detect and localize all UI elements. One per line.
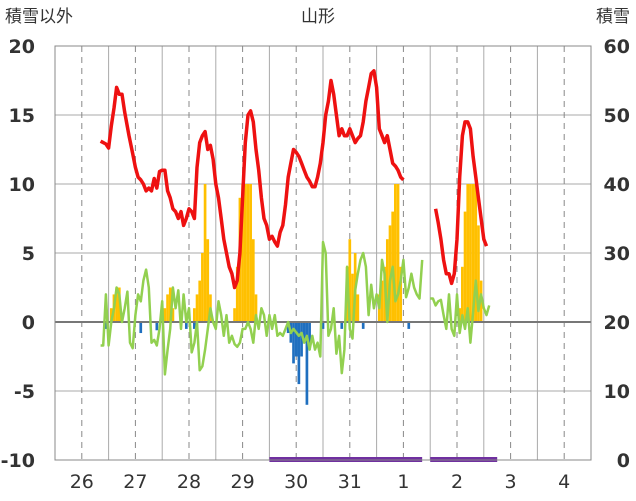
- left-tick-label: 0: [22, 312, 35, 334]
- snow-depth-bar: [171, 308, 175, 322]
- sunshine-lines: [100, 240, 491, 376]
- right-tick-label: 0: [617, 450, 630, 472]
- left-tick-labels: 20 15 10 5 0 -5 -10: [1, 36, 35, 472]
- x-tick-label: 30: [284, 471, 308, 493]
- snow-depth-bar: [471, 184, 475, 322]
- snow-depth-bar: [348, 239, 352, 322]
- precipitation-bar: [321, 322, 325, 329]
- x-tick-label: 28: [177, 471, 201, 493]
- snow-depth-bar: [469, 184, 472, 322]
- snow-depth-bar: [168, 287, 172, 322]
- x-tick-label: 29: [231, 471, 255, 493]
- temperature-line: [433, 120, 489, 286]
- snow-depth-bar: [461, 266, 464, 322]
- precipitation-bar: [407, 322, 411, 329]
- x-tick-labels: 26 27 28 29 30 31 1 2 3 4: [70, 471, 571, 493]
- snow-depth-bar: [380, 280, 384, 322]
- x-tick-label: 2: [451, 471, 463, 493]
- snow-depth-bar: [198, 280, 202, 322]
- right-tick-label: 30: [604, 243, 630, 265]
- x-tick-label: 3: [505, 471, 517, 493]
- snow-depth-bar: [251, 239, 255, 322]
- temperature-line: [99, 69, 405, 290]
- snow-depth-bar: [203, 184, 207, 322]
- right-tick-label: 20: [604, 312, 630, 334]
- x-tick-label: 4: [558, 471, 570, 493]
- precipitation-bar: [340, 322, 344, 329]
- left-tick-label: 15: [9, 105, 35, 127]
- temperature-lines: [99, 69, 489, 290]
- precipitation-bar: [297, 322, 301, 385]
- snow-depth-bar: [396, 184, 400, 322]
- snow-depth-bar: [249, 184, 252, 322]
- snow-depth-bar: [233, 308, 236, 322]
- left-tick-label: -5: [14, 381, 35, 403]
- left-tick-label: 10: [9, 174, 35, 196]
- snow-depth-bar: [463, 211, 467, 322]
- snow-depth-bar: [243, 184, 247, 322]
- x-tick-label: 26: [70, 471, 94, 493]
- snow-depth-bar: [474, 184, 478, 322]
- precipitation-bar: [300, 322, 303, 357]
- snow-depth-bar: [254, 294, 258, 322]
- snow-depth-bar: [246, 184, 250, 322]
- precipitation-bar: [104, 322, 108, 329]
- snow-depth-bar: [241, 184, 244, 322]
- left-axis-label: 積雪以外: [5, 7, 73, 27]
- precipitation-bar: [193, 322, 196, 329]
- plot-border: [54, 45, 592, 461]
- snow-depth-bar: [399, 266, 403, 322]
- precipitation-bar: [155, 322, 159, 331]
- left-tick-label: -10: [1, 450, 35, 472]
- snow-depth-bar: [466, 184, 470, 322]
- sunshine-line: [100, 240, 424, 376]
- snow-depth-bar: [193, 308, 196, 322]
- snow-depth-bar: [115, 287, 118, 322]
- right-tick-label: 60: [604, 36, 630, 58]
- right-tick-labels: 60 50 40 30 20 10 0: [604, 36, 630, 472]
- snow-depth-bar: [163, 308, 167, 322]
- snow-depth-bar: [385, 239, 389, 322]
- x-tick-label: 1: [397, 471, 409, 493]
- x-tick-label: 31: [338, 471, 362, 493]
- snow-depth-bar: [166, 294, 169, 322]
- snow-depth-bar: [356, 294, 360, 322]
- precipitation-bar: [286, 322, 290, 334]
- precipitation-bar: [305, 322, 309, 405]
- snow-depth-bar: [109, 308, 113, 322]
- x-tick-label: 27: [123, 471, 147, 493]
- precipitation-bar: [308, 322, 311, 350]
- right-axis-label: 積雪: [596, 7, 630, 27]
- snow-depth-bar: [201, 253, 204, 322]
- left-tick-label: 20: [9, 36, 35, 58]
- right-tick-label: 10: [604, 381, 630, 403]
- right-tick-label: 50: [604, 105, 630, 127]
- precipitation-bar: [294, 322, 298, 357]
- snow-depth-bar: [477, 225, 480, 322]
- precipitation-bar: [292, 322, 295, 364]
- snow-depth-bar: [206, 239, 210, 322]
- snow-depth-bar: [388, 225, 392, 322]
- right-tick-label: 40: [604, 174, 630, 196]
- precipitation-bar: [361, 322, 365, 329]
- snow-depth-bar: [195, 294, 199, 322]
- precipitation-bar: [184, 322, 188, 329]
- snow-depth-bar: [235, 266, 239, 322]
- precipitation-bar: [139, 322, 143, 334]
- snow-depth-bar: [394, 184, 397, 322]
- snow-depth-bar: [351, 273, 354, 322]
- plot-frame: [54, 45, 592, 461]
- precipitation-bar: [302, 322, 306, 343]
- sunshine-line: [430, 279, 491, 344]
- chart-title: 山形: [301, 7, 335, 27]
- left-tick-label: 5: [22, 243, 35, 265]
